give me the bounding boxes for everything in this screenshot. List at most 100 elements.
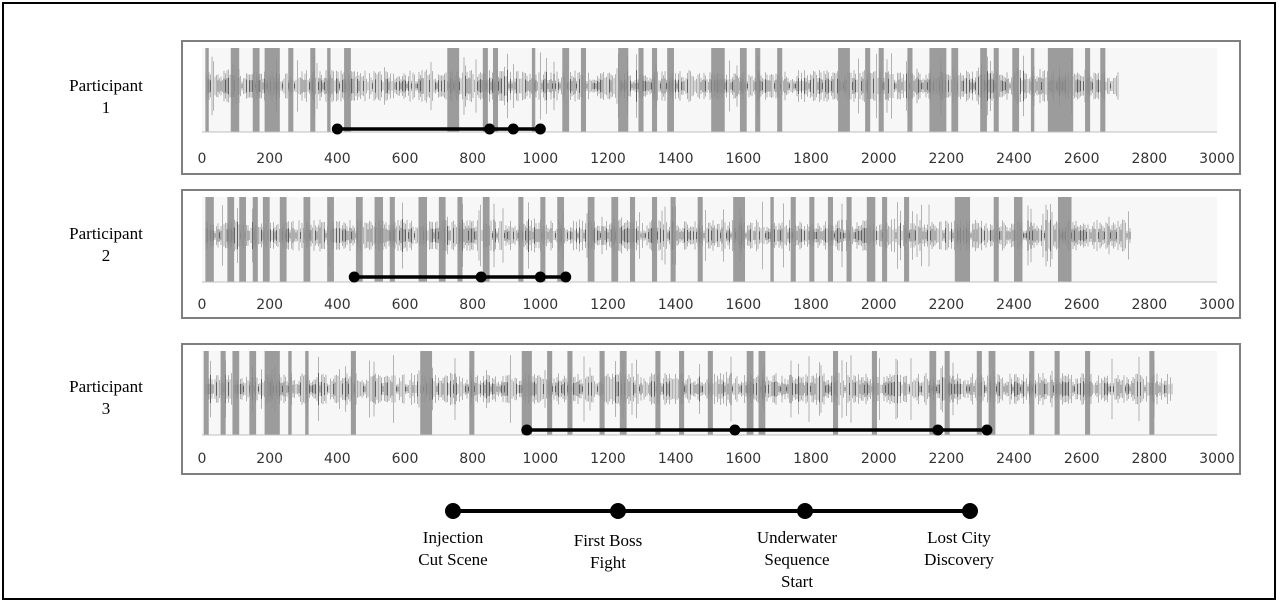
legend-label-lost-city: Lost City Discovery xyxy=(899,527,1019,571)
highlight-band xyxy=(355,197,363,282)
highlight-band xyxy=(1085,351,1091,435)
highlight-band xyxy=(697,197,703,282)
x-tick-label: 1600 xyxy=(726,297,762,313)
highlight-band xyxy=(531,48,536,132)
legend-label-lost-city-line-1: Lost City xyxy=(927,528,991,547)
highlight-band xyxy=(882,197,888,282)
highlight-band xyxy=(518,197,524,282)
x-tick-label: 2000 xyxy=(861,151,897,167)
highlight-band xyxy=(929,48,947,132)
chart-participant-1: 0 200 400 600 800 1000 1200 1400 1600 1800 2000 220… xyxy=(181,40,1241,175)
x-tick-label: 2600 xyxy=(1064,297,1100,313)
highlight-band xyxy=(733,197,746,282)
participant-1-label-line-2: 1 xyxy=(101,98,111,117)
highlight-band xyxy=(929,351,937,435)
highlight-band xyxy=(638,48,644,132)
highlight-band xyxy=(547,351,553,435)
highlight-band xyxy=(951,48,959,132)
x-tick-label: 2200 xyxy=(929,451,965,467)
x-tick-label: 2400 xyxy=(996,451,1032,467)
highlight-band xyxy=(1100,48,1106,132)
highlight-band xyxy=(303,197,311,282)
highlight-band xyxy=(288,351,292,435)
legend-marker xyxy=(445,503,461,519)
x-tick-label: 1800 xyxy=(793,151,829,167)
legend-label-underwater-line-3: Start xyxy=(780,572,814,591)
x-tick-label: 1400 xyxy=(658,151,694,167)
highlight-band xyxy=(587,197,595,282)
legend xyxy=(445,503,978,519)
highlight-band xyxy=(227,197,235,282)
x-tick-label: 600 xyxy=(392,297,419,313)
legend-marker xyxy=(962,503,978,519)
legend-label-underwater-line-2: Sequence xyxy=(764,550,830,569)
highlight-band xyxy=(866,197,876,282)
x-tick-label: 2400 xyxy=(996,297,1032,313)
chart-participant-3: 0 200 400 600 800 1000 1200 1400 1600 1800 2000 220… xyxy=(181,343,1241,475)
highlight-band xyxy=(944,351,950,435)
highlight-band xyxy=(878,48,884,132)
highlight-band xyxy=(418,197,427,282)
highlight-band xyxy=(262,197,270,282)
event-marker xyxy=(534,123,546,135)
legend-marker xyxy=(610,503,626,519)
highlight-band xyxy=(203,351,209,435)
x-tick-label: 1600 xyxy=(726,451,762,467)
x-tick-label: 2800 xyxy=(1132,297,1168,313)
highlight-band xyxy=(239,197,246,282)
x-tick-label: 2400 xyxy=(996,151,1032,167)
legend-label-underwater: Underwater Sequence Start xyxy=(737,527,857,593)
highlight-band xyxy=(770,197,774,282)
highlight-band xyxy=(264,351,280,435)
x-tick-label: 1200 xyxy=(590,451,626,467)
highlight-band xyxy=(580,48,587,132)
highlight-band xyxy=(232,351,240,435)
highlight-band xyxy=(988,351,996,435)
x-tick-label: 2800 xyxy=(1132,151,1168,167)
event-marker xyxy=(729,424,741,436)
highlight-band xyxy=(651,197,658,282)
highlight-band xyxy=(521,351,532,435)
x-tick-label: 1800 xyxy=(793,297,829,313)
highlight-band xyxy=(711,48,725,132)
highlight-band xyxy=(707,351,713,435)
highlight-band xyxy=(205,197,214,282)
highlight-band xyxy=(758,351,766,435)
highlight-band xyxy=(611,197,619,282)
x-tick-label: 400 xyxy=(324,451,351,467)
highlight-band xyxy=(492,48,499,132)
event-marker xyxy=(475,271,487,283)
x-tick-label: 1000 xyxy=(523,451,559,467)
highlight-band xyxy=(310,48,316,132)
x-tick-label: 1200 xyxy=(590,297,626,313)
highlight-band xyxy=(746,351,754,435)
highlight-band xyxy=(327,197,334,282)
highlight-band xyxy=(809,197,815,282)
highlight-band xyxy=(790,197,796,282)
highlight-band xyxy=(562,48,570,132)
highlight-band xyxy=(679,351,685,435)
x-tick-label: 800 xyxy=(459,297,486,313)
highlight-band xyxy=(447,48,460,132)
participant-2-label-line-1: Participant xyxy=(69,224,143,243)
participant-3-label-line-1: Participant xyxy=(69,377,143,396)
participant-2-label-line-2: 2 xyxy=(101,246,111,265)
x-tick-label: 2000 xyxy=(861,451,897,467)
x-tick-label: 800 xyxy=(459,151,486,167)
highlight-band xyxy=(374,197,384,282)
highlight-band xyxy=(249,351,257,435)
x-tick-label: 2600 xyxy=(1064,151,1100,167)
x-tick-label: 1600 xyxy=(726,151,762,167)
event-marker xyxy=(331,123,343,135)
highlight-band xyxy=(871,351,877,435)
x-tick-label: 600 xyxy=(392,451,419,467)
x-tick-label: 200 xyxy=(256,151,283,167)
x-tick-label: 600 xyxy=(392,151,419,167)
legend-label-first-boss: First Boss Fight xyxy=(548,530,668,574)
highlight-band xyxy=(305,351,309,435)
highlight-band xyxy=(667,48,674,132)
highlight-band xyxy=(205,48,209,132)
event-marker xyxy=(534,271,546,283)
highlight-band xyxy=(1030,48,1035,132)
highlight-band xyxy=(1054,351,1060,435)
